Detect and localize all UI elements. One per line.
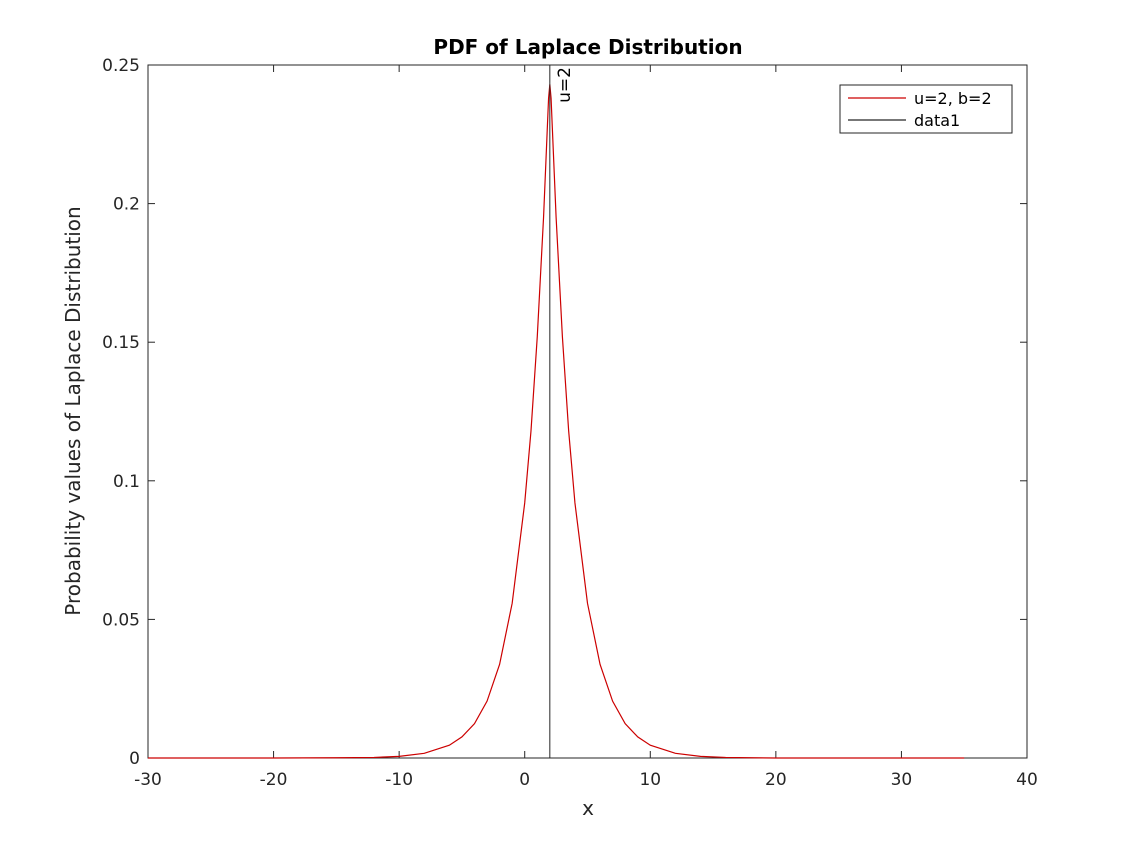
y-tick-label: 0.05 (102, 610, 140, 630)
x-tick-label: 20 (765, 770, 787, 790)
legend-label: u=2, b=2 (914, 89, 992, 108)
legend-label: data1 (914, 111, 960, 130)
y-tick-label: 0.15 (102, 333, 140, 353)
legend[interactable]: u=2, b=2 data1 (839, 84, 1013, 134)
x-tick-label: 0 (519, 770, 530, 790)
plot-box (147, 64, 1028, 759)
y-tick-label: 0.25 (102, 56, 140, 76)
x-axis-label: x (582, 796, 594, 820)
x-tick-label: 30 (891, 770, 913, 790)
legend-box (839, 84, 1013, 134)
x-axis: -30 -20 -10 0 10 20 30 40 (134, 65, 1038, 790)
y-tick-label: 0.1 (113, 472, 140, 492)
peak-annotation: u=2 (555, 67, 575, 103)
x-tick-label: -10 (385, 770, 413, 790)
x-tick-label: 40 (1016, 770, 1038, 790)
annotation-layer: u=2 (555, 67, 575, 103)
x-tick-label: -20 (260, 770, 288, 790)
chart-title: PDF of Laplace Distribution (433, 35, 742, 59)
x-tick-label: -30 (134, 770, 162, 790)
series-layer (148, 65, 965, 759)
x-tick-label: 10 (639, 770, 661, 790)
plot-area (147, 64, 1028, 759)
y-tick-label: 0.2 (113, 195, 140, 215)
y-axis: 0 0.05 0.1 0.15 0.2 0.25 (102, 56, 1027, 769)
y-axis-label: Probability values of Laplace Distributi… (61, 206, 85, 615)
y-tick-label: 0 (129, 749, 140, 769)
